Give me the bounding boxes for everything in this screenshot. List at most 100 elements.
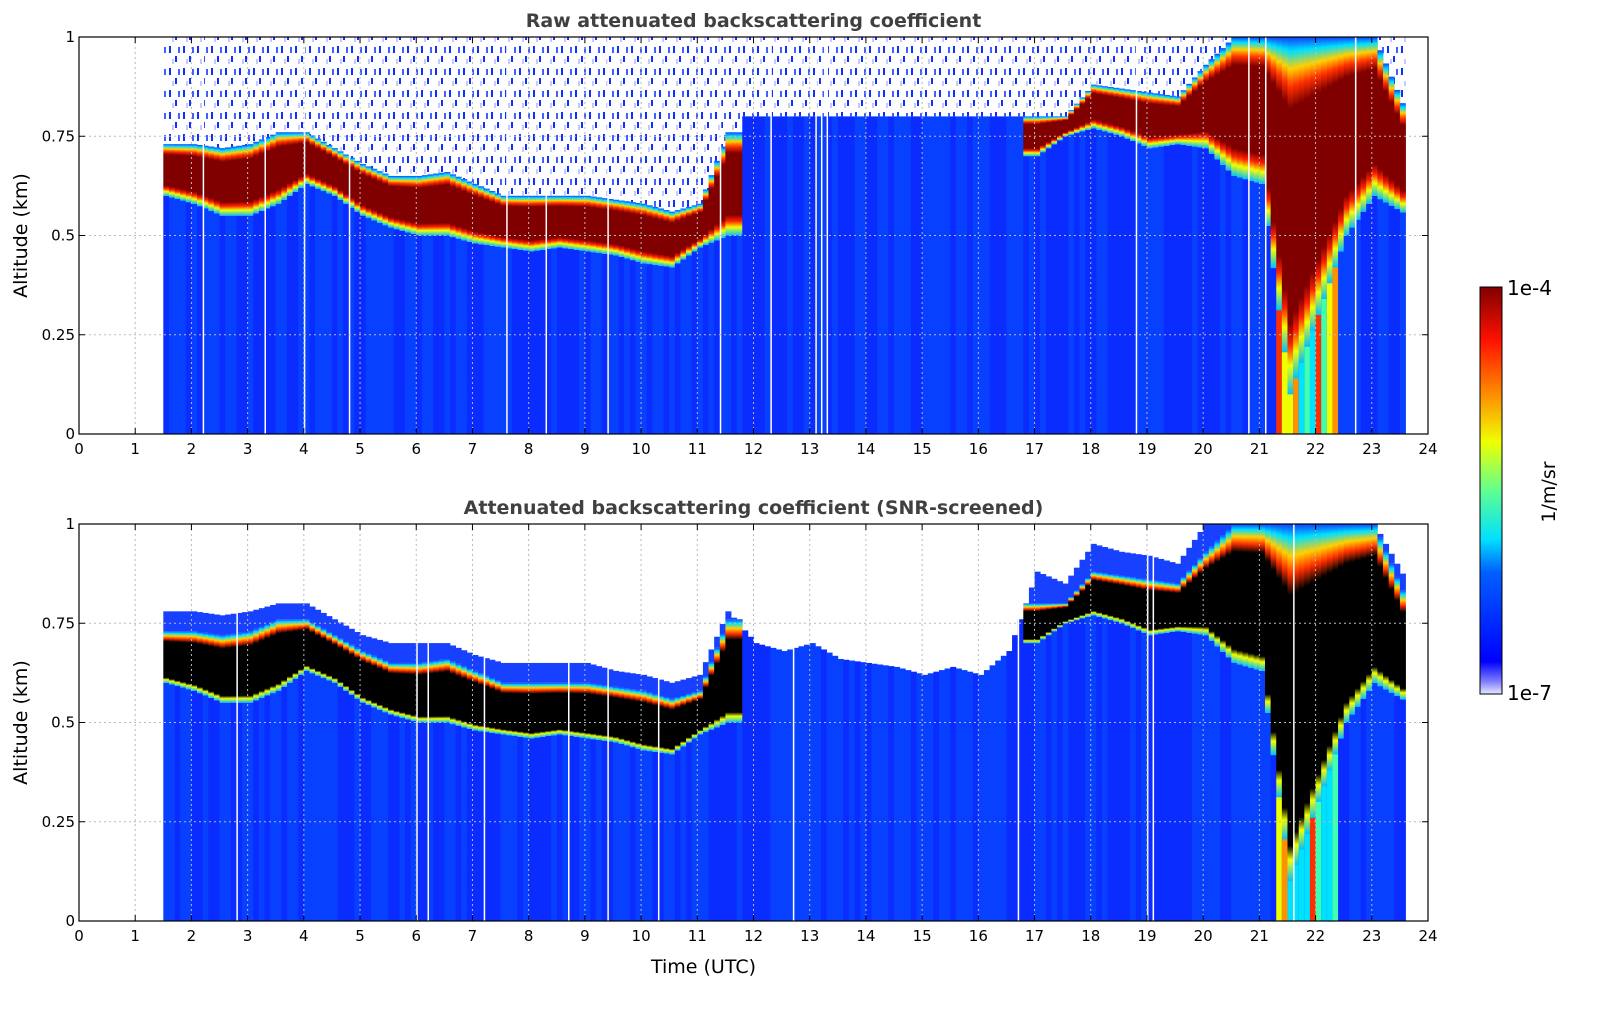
cell-gap — [607, 37, 609, 434]
cell-cloud-layer — [1130, 577, 1137, 629]
cell-cloud-layer — [517, 195, 524, 250]
cell-background-signal — [837, 658, 844, 921]
cell-background-signal — [849, 116, 856, 435]
cell-background-signal — [388, 227, 395, 434]
cell-background-signal — [388, 714, 395, 921]
cell-noise — [837, 37, 844, 117]
cell-cloud-layer — [343, 154, 350, 204]
x-tick-label: 11 — [688, 440, 707, 458]
cell-cloud-layer — [399, 175, 406, 231]
cell-cloud-layer — [528, 682, 535, 739]
cell-cloud-fringe — [337, 622, 344, 639]
cell-background-signal — [1191, 633, 1198, 921]
cell-background-signal — [1152, 634, 1159, 921]
cell-cloud-layer — [1203, 551, 1210, 636]
cell-cloud-layer — [354, 160, 361, 212]
cell-noise — [489, 37, 496, 192]
cell-cloud-fringe — [281, 603, 288, 620]
cell-cloud-layer — [551, 195, 558, 249]
cell-noise — [1057, 37, 1064, 117]
cell-cloud-layer — [1130, 90, 1137, 142]
cell-cloud-fringe — [354, 631, 361, 648]
cell-cloud-layer — [1338, 37, 1345, 252]
cell-background-signal — [410, 720, 417, 921]
cell-background-signal — [1371, 195, 1378, 434]
cell-cloud-layer — [612, 199, 619, 256]
cell-background-signal — [180, 200, 187, 434]
cell-background-signal — [809, 116, 816, 435]
cell-background-signal — [871, 116, 878, 435]
cell-gap — [568, 524, 570, 921]
cell-precipitation — [1298, 849, 1305, 921]
cell-background-signal — [596, 252, 603, 434]
cell-background-signal — [579, 250, 586, 434]
cell-cloud-layer — [410, 662, 417, 721]
cell-gap — [607, 524, 609, 921]
cell-background-signal — [967, 116, 974, 435]
x-tick-label: 18 — [1081, 927, 1100, 945]
cell-background-signal — [1360, 698, 1367, 921]
cell-cloud-layer — [331, 148, 338, 196]
x-tick-label: 7 — [468, 440, 478, 458]
cell-background-signal — [1225, 657, 1232, 921]
cell-cloud-layer — [382, 173, 389, 226]
cell-background-signal — [275, 690, 282, 921]
cell-cloud-fringe — [731, 617, 738, 620]
cell-background-signal — [376, 222, 383, 434]
x-tick-label: 24 — [1418, 440, 1437, 458]
cell-cloud-layer — [731, 619, 738, 723]
cell-background-signal — [1203, 148, 1210, 434]
x-tick-label: 22 — [1306, 927, 1325, 945]
cell-background-signal — [573, 736, 580, 921]
cell-background-signal — [562, 248, 569, 434]
cell-cloud-fringe — [1225, 524, 1232, 530]
cell-background-signal — [775, 116, 783, 435]
cell-cloud-layer — [483, 188, 490, 246]
cell-cloud-layer — [1096, 85, 1103, 130]
cell-noise — [1208, 37, 1215, 60]
cell-cloud-fringe — [596, 666, 603, 685]
cell-noise — [1062, 37, 1069, 117]
panel-title: Attenuated backscattering coefficient (S… — [464, 497, 1044, 519]
cell-background-signal — [1040, 152, 1047, 434]
cell-cloud-layer — [202, 632, 209, 696]
cell-background-signal — [1118, 623, 1125, 921]
cell-cloud-fringe — [410, 643, 417, 663]
cell-cloud-fringe — [1203, 524, 1210, 552]
cell-cloud-layer — [253, 628, 260, 701]
cell-cloud-layer — [163, 631, 170, 683]
x-tick-label: 3 — [243, 927, 253, 945]
cell-noise — [989, 37, 996, 117]
cell-background-signal — [877, 116, 884, 435]
x-tick-label: 16 — [969, 440, 988, 458]
cell-background-signal — [399, 230, 406, 434]
cell-cloud-layer — [449, 661, 456, 725]
cell-background-signal — [607, 254, 614, 434]
cell-cloud-fringe — [1180, 555, 1187, 578]
cell-cloud-layer — [331, 635, 338, 683]
cell-background-signal — [1107, 620, 1114, 921]
cell-cloud-fringe — [1096, 545, 1103, 573]
cell-cloud-layer — [568, 682, 575, 736]
cell-background-signal — [1034, 156, 1041, 434]
cell-cloud-layer — [455, 663, 462, 726]
cell-cloud-fringe — [539, 662, 546, 683]
x-tick-label: 2 — [187, 440, 197, 458]
cell-cloud-layer — [1321, 37, 1328, 300]
cell-cloud-layer — [1366, 37, 1373, 204]
cell-noise — [438, 37, 445, 173]
cell-background-signal — [1012, 116, 1019, 435]
cell-background-signal — [534, 737, 541, 921]
cell-cloud-layer — [185, 144, 192, 203]
cell-background-signal — [854, 116, 861, 435]
cell-background-signal — [1388, 205, 1395, 434]
cell-background-signal — [764, 646, 771, 921]
cell-background-signal — [680, 259, 687, 434]
cell-background-signal — [236, 215, 243, 434]
cell-cloud-layer — [236, 632, 243, 703]
cell-background-signal — [899, 668, 906, 921]
cell-cloud-layer — [365, 166, 372, 219]
cell-noise — [972, 37, 979, 117]
cell-noise — [382, 37, 389, 174]
cell-cloud-layer — [1309, 524, 1316, 818]
